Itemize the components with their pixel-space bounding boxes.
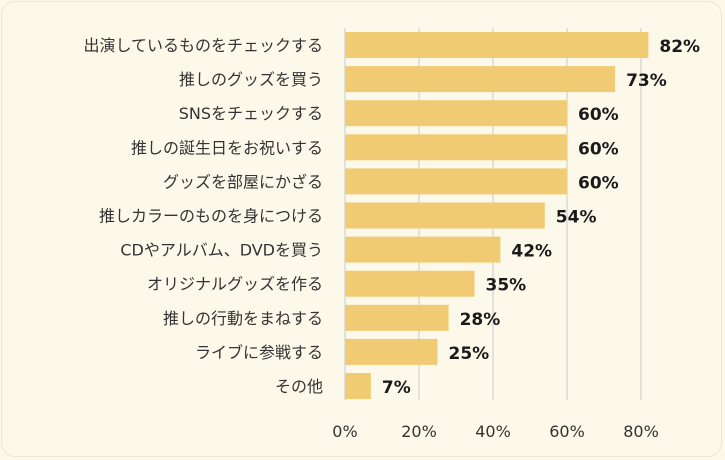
bar: [345, 32, 649, 58]
bar: [345, 66, 616, 93]
value-label: 54%: [556, 208, 597, 228]
bar: [345, 202, 545, 229]
value-label: 60%: [578, 173, 619, 193]
value-label: 42%: [511, 242, 552, 262]
value-label: 73%: [626, 71, 667, 91]
value-label: 25%: [449, 344, 490, 364]
value-label: 82%: [659, 37, 700, 57]
category-label: 推しの誕生日をお祝いする: [131, 138, 323, 157]
category-label: CDやアルバム、DVDを買う: [120, 241, 323, 260]
bar: [345, 338, 438, 365]
value-label: 60%: [578, 139, 619, 159]
category-label: 出演しているものをチェックする: [83, 36, 323, 55]
x-tick-label: 20%: [401, 422, 437, 441]
bar: [345, 373, 371, 399]
category-label: ライブに参戦する: [195, 343, 323, 362]
bar: [345, 134, 567, 161]
category-label: その他: [275, 377, 323, 396]
value-label: 28%: [460, 310, 501, 330]
x-tick-label: 40%: [475, 422, 511, 441]
category-label: 推しの行動をまねする: [163, 309, 323, 328]
x-tick-label: 0%: [332, 422, 357, 441]
category-label: 推しカラーのものを身につける: [99, 207, 323, 226]
category-label: 推しのグッズを買う: [179, 70, 323, 89]
bar: [345, 168, 567, 195]
value-label: 35%: [486, 276, 527, 296]
category-label: グッズを部屋にかざる: [163, 172, 323, 191]
value-label: 7%: [382, 378, 411, 398]
category-label: SNSをチェックする: [179, 104, 323, 123]
bar: [345, 236, 501, 263]
x-tick-label: 60%: [549, 422, 585, 441]
category-label: オリジナルグッズを作る: [147, 275, 323, 294]
bar: [345, 100, 567, 127]
value-label: 60%: [578, 105, 619, 125]
x-tick-label: 80%: [623, 422, 659, 441]
bar: [345, 270, 475, 297]
bar: [345, 304, 449, 331]
